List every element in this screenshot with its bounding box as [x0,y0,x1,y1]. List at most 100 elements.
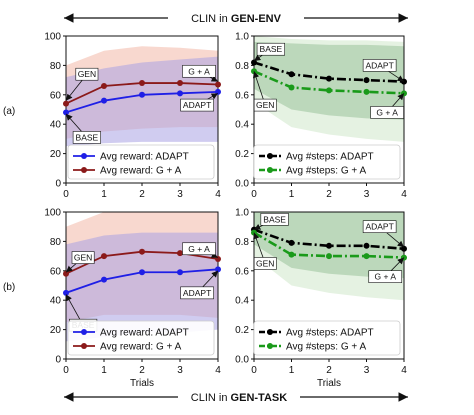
bottom-right-series-1-point [288,251,295,258]
top-right-series-0-point [251,59,257,66]
bottom-left-ytick-label: 60 [50,266,62,277]
top-right-xtick-label: 1 [289,189,295,200]
bottom-right-ytick-label: 0.2 [235,325,249,336]
top-left-annotation-base: BASE [76,132,99,142]
bottom-left-series-1-point [177,250,183,257]
top-left-series-1-point [63,100,69,107]
top-left-ytick-label: 0 [55,179,61,190]
bottom-left-xtick-label: 1 [101,365,107,376]
top-right-legend-box [253,144,401,180]
top-right-xtick-label: 4 [401,189,407,200]
top-left-series-1-point [215,81,221,88]
top-left-xtick-label: 4 [215,189,221,200]
bottom-right-ytick-label: 0.0 [235,355,249,366]
top-left-legend: Avg reward: ADAPT Avg reward: G + A [67,144,215,180]
bottom-right-xtick-label: 0 [251,365,257,376]
bottom-right-annotation-box [253,257,277,270]
bottom-left-ytick-label: 20 [50,325,62,336]
top-right-annotation-adapt: ADAPT [365,60,393,70]
bottom-right-annotation-adapt: ADAPT [365,222,393,232]
top-right-legend-label: Avg #steps: ADAPT [286,152,374,163]
top-right-series-0-point [363,77,370,84]
top-left-series-0-point [215,88,221,95]
bottom-left-ytick-label: 80 [50,237,62,248]
bottom-right-series-line-0 [254,228,404,251]
bottom-right-ytick-label: 0.8 [235,237,249,248]
top-left-legend-label: Avg reward: ADAPT [100,152,189,163]
top-left-ytick-label: 80 [50,61,62,72]
bottom-left-ytick-label: 0 [55,355,61,366]
top-right-ytick-label: 0.8 [235,61,249,72]
bottom-right-annotation-g-a: G + A [375,272,397,282]
top-right-xtick-label: 2 [326,189,332,200]
bottom-right-xtick-label: 1 [289,365,295,376]
top-left-series-0-point [177,90,183,97]
top-left-panel: 0 20 40 60 80 100 0 1 2 3 4 GEN BASE G + A ADAPT Avg re… [44,32,221,201]
bottom-right-panel: 0.0 0.2 0.4 0.6 0.8 1.0 0 1 2 3 4 Trials BASE GEN ADAP… [235,208,407,390]
top-right-annotation-gen: GEN [256,100,274,110]
top-left-ytick-label: 100 [44,32,61,43]
top-left-series-1-point [139,80,145,87]
bottom-banner-setting: GEN-TASK [231,392,288,404]
top-right-series-1-point [363,88,370,95]
top-right-xtick-label: 0 [251,189,257,200]
top-left-xtick-label: 0 [63,189,69,200]
bottom-left-series-0-point [215,266,221,273]
bottom-left-legend-label: Avg reward: G + A [100,342,182,353]
bottom-right-xtick-label: 3 [364,365,370,376]
bottom-left-legend-swatch-marker [81,329,87,335]
top-right-ytick-label: 0.2 [235,149,249,160]
top-right-series-line-0 [254,61,404,83]
top-left-ytick-label: 40 [50,120,62,131]
top-left-series-0-point [101,97,107,104]
bottom-right-xtick-label: 4 [401,365,407,376]
bottom-left-annotation-box [182,242,216,256]
bottom-left-series-1-point [101,253,107,260]
bottom-right-xlabel: Trials [317,378,341,389]
bottom-left-annotation-gen: GEN [74,253,92,263]
bottom-right-legend-swatch-marker [267,329,273,335]
bottom-left-legend-swatch-marker [81,343,87,349]
bottom-right-annotation-gen: GEN [256,258,274,268]
top-right-annotation-box [256,42,285,56]
top-right-ytick-label: 0.0 [235,179,249,190]
bottom-left-xtick-label: 0 [63,365,69,376]
bottom-banner-text: CLIN in GEN-TASK [191,392,287,404]
bottom-left-legend-box [67,320,215,356]
bottom-left-series-0-point [101,276,107,283]
bottom-banner-prefix: CLIN in [191,392,231,404]
bottom-right-annotation-box [260,213,289,226]
top-right-legend: Avg #steps: ADAPT Avg #steps: G + A [253,144,401,180]
row-label-a: (a) [3,106,15,117]
top-left-ytick-label: 20 [50,149,62,160]
top-left-band-1 [66,56,218,147]
bottom-left-ytick-label: 100 [44,208,61,219]
bottom-left-band-1 [66,232,218,342]
bottom-right-legend-label: Avg #steps: ADAPT [286,328,374,339]
bottom-left-ytick-label: 40 [50,296,62,307]
row-label-b: (b) [3,282,15,293]
top-left-annotation-box [180,98,214,112]
top-right-annotation-box [253,98,277,112]
bottom-right-annotation-box [362,220,397,233]
top-right-legend-swatch-marker [267,153,273,159]
top-right-xtick-label: 3 [364,189,370,200]
top-left-annotation-box [72,131,101,144]
bottom-right-xtick-label: 2 [326,365,332,376]
top-right-series-1-point [326,87,332,94]
top-banner: CLIN in GEN-ENV [64,13,408,25]
bottom-left-annotation-g-a: G + A [188,244,210,254]
bottom-right-series-0-point [326,242,332,249]
top-right-annotation-box [370,106,404,119]
top-banner-prefix: CLIN in [191,13,231,25]
bottom-left-series-0-point [177,269,183,276]
top-left-annotation-adapt: ADAPT [183,100,211,110]
top-left-annotation-gen: GEN [78,69,96,79]
top-left-annotation-box [182,64,216,78]
bottom-left-annotation-adapt: ADAPT [183,288,211,298]
top-right-ytick-label: 0.6 [235,90,249,101]
top-left-legend-swatch-marker [81,153,87,159]
top-right-ytick-label: 1.0 [235,32,249,43]
